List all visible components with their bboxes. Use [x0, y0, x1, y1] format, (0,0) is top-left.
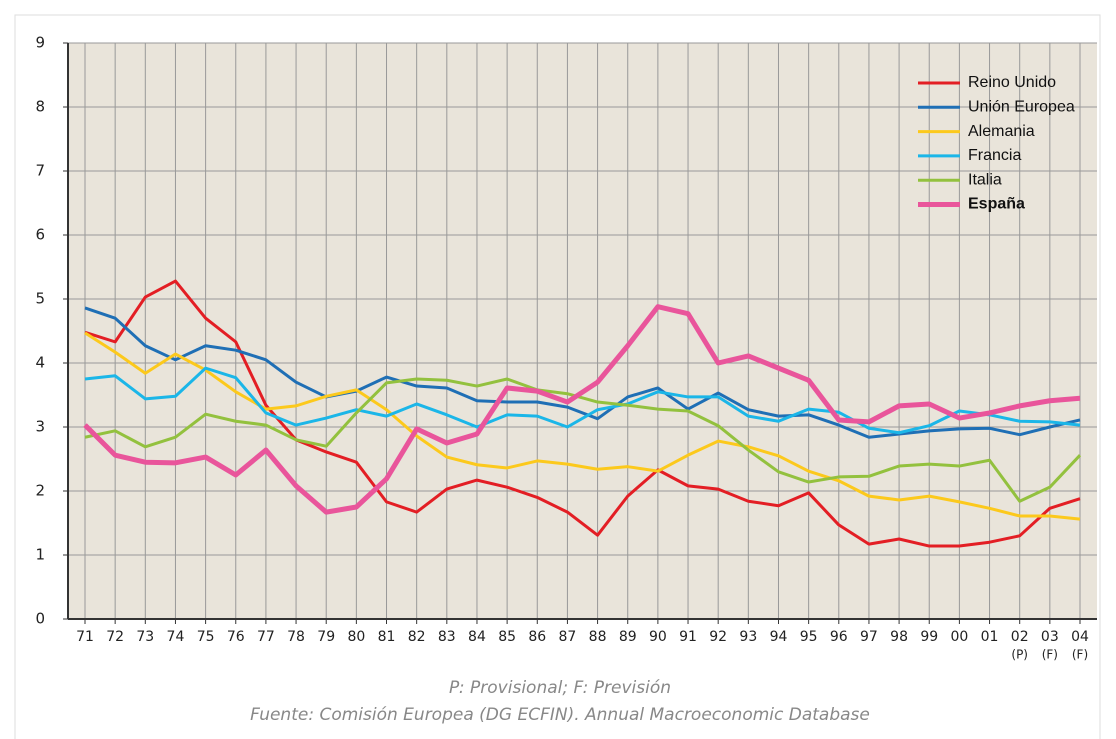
chart-frame	[14, 14, 1101, 739]
x-tick-label: 96	[830, 629, 848, 645]
x-tick-label: 98	[890, 629, 908, 645]
y-tick-label: 0	[35, 610, 45, 628]
x-tick-label: 04	[1071, 629, 1089, 645]
y-tick-label: 3	[35, 418, 45, 436]
x-tick-label: 87	[559, 629, 577, 645]
y-tick-label: 1	[35, 546, 45, 564]
x-tick-label: 85	[498, 629, 516, 645]
series-line	[84, 377, 1082, 503]
x-tick-label: 88	[589, 629, 607, 645]
x-tick-sublabel: (F)	[1072, 648, 1088, 662]
x-tick-label: 80	[347, 629, 365, 645]
y-tick-label: 8	[35, 98, 45, 116]
x-tick-label: 03	[1041, 629, 1059, 645]
x-tick-label: 76	[227, 629, 245, 645]
series-line	[84, 306, 1081, 439]
source-note: Fuente: Comisión Europea (DG ECFIN). Ann…	[250, 705, 870, 725]
legend-label: Alemania	[968, 123, 1035, 140]
note: P: Provisional; F: Previsión	[449, 678, 671, 698]
x-tick-label: 99	[920, 629, 938, 645]
x-tick-label: 73	[136, 629, 154, 645]
series-line	[84, 331, 1081, 521]
legend-label: Unión Europea	[968, 99, 1075, 116]
x-tick-label: 92	[709, 629, 727, 645]
x-tick-label: 79	[317, 629, 335, 645]
y-tick-label: 6	[35, 226, 45, 244]
y-tick-label: 7	[35, 162, 45, 180]
x-tick-label: 77	[257, 629, 275, 645]
x-tick-label: 90	[649, 629, 667, 645]
x-tick-label: 89	[619, 629, 637, 645]
x-tick-sublabel: (F)	[1042, 648, 1058, 662]
x-tick-label: 02	[1011, 629, 1029, 645]
series-line	[84, 279, 1081, 548]
x-tick-label: 81	[378, 629, 396, 645]
x-tick-label: 97	[860, 629, 878, 645]
x-tick-label: 91	[679, 629, 697, 645]
series-line	[84, 366, 1081, 435]
x-tick-label: 94	[770, 629, 788, 645]
x-tick-label: 71	[76, 629, 94, 645]
legend-label: Reino Unido	[968, 74, 1056, 91]
legend-label: Italia	[968, 171, 1002, 188]
x-tick-label: 01	[981, 629, 999, 645]
legend-label: Francia	[968, 147, 1021, 164]
x-tick-label: 83	[438, 629, 456, 645]
x-tick-label: 82	[408, 629, 426, 645]
x-tick-label: 72	[106, 629, 124, 645]
x-tick-label: 84	[468, 629, 486, 645]
y-tick-label: 2	[35, 482, 45, 500]
legend-label: España	[968, 196, 1025, 213]
x-tick-label: 00	[950, 629, 968, 645]
x-tick-label: 74	[167, 629, 185, 645]
y-tick-label: 4	[35, 354, 45, 372]
y-tick-label: 9	[35, 34, 45, 52]
series-line	[83, 304, 1081, 515]
x-tick-label: 86	[528, 629, 546, 645]
x-tick-label: 95	[800, 629, 818, 645]
x-tick-label: 93	[739, 629, 757, 645]
y-tick-label: 5	[35, 290, 45, 308]
x-tick-label: 78	[287, 629, 305, 645]
x-tick-sublabel: (P)	[1011, 648, 1028, 662]
x-tick-label: 75	[197, 629, 215, 645]
